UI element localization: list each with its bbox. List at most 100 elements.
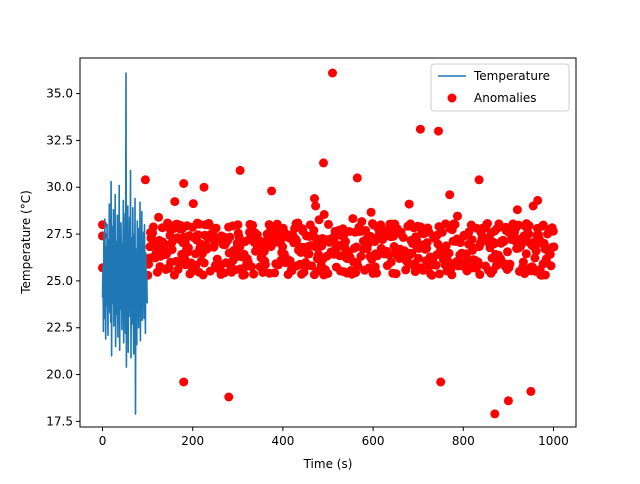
anomaly-point — [179, 377, 189, 387]
anomaly-point — [304, 249, 314, 259]
anomaly-point — [269, 238, 279, 248]
anomaly-point — [372, 268, 381, 278]
anomaly-point — [521, 249, 531, 259]
anomaly-point — [352, 173, 362, 183]
anomaly-point — [310, 194, 319, 203]
anomaly-point — [531, 246, 541, 256]
anomaly-point — [328, 68, 337, 78]
y-tick-label: 17.5 — [46, 414, 73, 428]
anomaly-point — [483, 219, 492, 228]
y-axis-label: Temperature (°C) — [19, 190, 33, 295]
anomaly-point — [199, 258, 209, 268]
anomaly-point — [225, 232, 235, 242]
anomaly-point — [366, 207, 376, 217]
anomaly-point — [514, 220, 523, 230]
y-tick-label: 27.5 — [46, 227, 73, 241]
anomaly-point — [198, 270, 208, 280]
anomaly-point — [453, 211, 462, 221]
anomaly-point — [348, 214, 358, 224]
anomaly-point — [412, 235, 422, 245]
anomaly-point — [319, 210, 329, 219]
y-tick-label: 22.5 — [46, 321, 73, 335]
anomaly-point — [505, 259, 515, 269]
anomaly-point — [240, 270, 249, 280]
y-tick-label: 30.0 — [46, 180, 73, 194]
anomaly-point — [407, 248, 417, 258]
y-tick-label: 25.0 — [46, 274, 73, 288]
anomaly-point — [524, 229, 534, 239]
legend-temperature-label: Temperature — [473, 69, 550, 83]
anomaly-point — [540, 270, 550, 280]
x-tick-label: 0 — [99, 434, 107, 448]
anomaly-point — [199, 182, 209, 192]
anomaly-point — [530, 253, 540, 263]
anomaly-point — [431, 260, 441, 270]
legend: Temperature Anomalies — [430, 63, 570, 112]
anomaly-point — [224, 392, 234, 402]
anomaly-point — [526, 386, 536, 396]
anomaly-point — [512, 205, 522, 215]
anomaly-point — [211, 223, 221, 233]
anomaly-point — [455, 238, 465, 248]
anomaly-point — [204, 220, 214, 230]
anomaly-point — [398, 233, 408, 242]
legend-anomalies-swatch — [447, 93, 457, 103]
anomaly-point — [437, 227, 447, 237]
anomaly-point — [353, 261, 363, 271]
anomaly-point — [415, 124, 425, 134]
anomaly-point — [490, 409, 500, 419]
anomaly-point — [445, 190, 455, 200]
anomaly-point — [278, 242, 288, 252]
anomaly-point — [351, 242, 361, 252]
anomaly-point — [324, 219, 333, 229]
anomaly-point — [489, 239, 499, 249]
anomaly-point — [404, 199, 414, 209]
anomaly-point — [173, 265, 183, 274]
y-tick-label: 32.5 — [46, 133, 73, 147]
anomaly-point — [450, 220, 460, 230]
anomaly-point — [167, 245, 177, 255]
anomaly-point — [311, 201, 321, 211]
anomaly-point — [248, 220, 258, 230]
anomaly-point — [503, 247, 512, 257]
x-axis: 0 200 400 600 800 1000 — [99, 427, 569, 448]
anomaly-point — [270, 268, 280, 278]
anomaly-point — [441, 241, 451, 251]
anomaly-point — [319, 158, 328, 168]
anomaly-point — [386, 257, 396, 267]
anomaly-point — [518, 257, 528, 267]
anomaly-point — [219, 268, 229, 278]
anomaly-point — [179, 179, 189, 188]
anomaly-point — [260, 260, 270, 270]
anomaly-point — [503, 396, 513, 406]
anomaly-point — [229, 253, 239, 263]
anomaly-point — [464, 227, 474, 237]
anomaly-point — [538, 220, 548, 230]
anomaly-point — [474, 259, 484, 269]
x-axis-label: Time (s) — [303, 457, 353, 471]
anomaly-point — [160, 240, 170, 249]
anomaly-point — [524, 221, 534, 231]
anomaly-point — [422, 238, 432, 248]
x-tick-label: 1000 — [538, 434, 569, 448]
anomaly-point — [499, 237, 509, 247]
anomaly-point — [546, 261, 556, 271]
anomaly-point — [252, 230, 262, 240]
anomaly-points — [98, 68, 559, 419]
x-tick-label: 800 — [452, 434, 475, 448]
anomaly-point — [341, 237, 350, 247]
anomaly-point — [436, 377, 446, 387]
anomaly-point — [309, 225, 319, 235]
y-tick-label: 20.0 — [46, 368, 73, 382]
anomaly-point — [372, 251, 382, 261]
anomaly-point — [233, 220, 243, 230]
anomaly-point — [444, 248, 454, 258]
anomaly-point — [474, 175, 484, 185]
anomaly-point — [435, 269, 444, 279]
anomaly-point — [548, 226, 558, 236]
anomaly-point — [384, 250, 394, 260]
anomaly-point — [494, 222, 504, 232]
x-tick-label: 400 — [271, 434, 294, 448]
y-axis: 17.5 20.0 22.5 25.0 27.5 30.0 32.5 35.0 — [46, 87, 80, 428]
